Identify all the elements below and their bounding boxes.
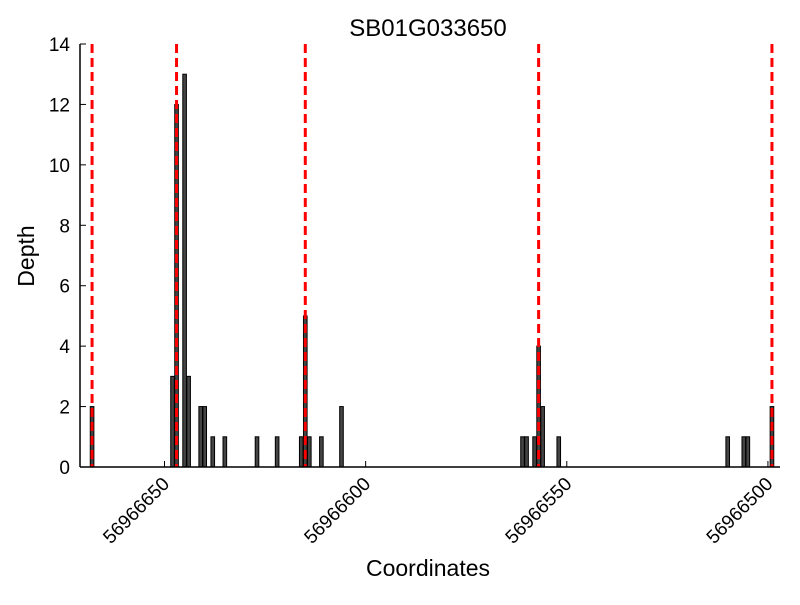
y-axis-label: Depth xyxy=(13,225,39,286)
x-tick-label: 56966600 xyxy=(301,474,376,549)
bars-layer xyxy=(89,73,775,468)
depth-bar xyxy=(274,436,280,468)
y-tick-label: 14 xyxy=(49,35,71,56)
depth-bar xyxy=(745,436,751,468)
x-tick-label: 56966550 xyxy=(502,474,577,549)
y-tick-label: 6 xyxy=(59,277,70,298)
x-tick-label: 56966650 xyxy=(99,474,174,549)
depth-bar xyxy=(170,375,175,468)
depth-bar xyxy=(202,406,208,468)
depth-bar xyxy=(222,436,228,468)
depth-bar xyxy=(520,436,525,468)
axes-layer: 0 2 4 6 8 10 12 14 56966650 56966600 56966550 56966… xyxy=(49,35,780,548)
depth-bar xyxy=(524,436,529,468)
depth-bar xyxy=(540,406,545,468)
y-tick-label: 0 xyxy=(59,458,70,479)
depth-bar xyxy=(298,436,304,468)
depth-bar xyxy=(741,436,747,468)
depth-bar xyxy=(339,406,344,468)
depth-bar xyxy=(725,436,731,468)
depth-bar xyxy=(307,436,312,468)
y-tick-label: 2 xyxy=(59,398,70,419)
y-tick-label: 12 xyxy=(49,95,70,116)
depth-bar xyxy=(556,436,562,468)
depth-bar xyxy=(254,436,260,468)
depth-bar xyxy=(182,73,187,468)
exon-boundaries-layer xyxy=(90,44,774,467)
depth-bar xyxy=(532,436,537,468)
depth-bar xyxy=(186,375,191,468)
y-tick-label: 4 xyxy=(59,337,70,358)
depth-bar xyxy=(536,345,541,468)
depth-bar xyxy=(319,436,324,468)
x-axis-label: Coordinates xyxy=(366,555,490,581)
x-tick-label: 56966500 xyxy=(703,474,778,549)
depth-bar xyxy=(198,406,204,468)
depth-bar xyxy=(210,436,216,468)
chart-title: SB01G033650 xyxy=(349,15,506,42)
y-tick-label: 10 xyxy=(49,156,70,177)
y-tick-label: 8 xyxy=(59,216,70,237)
